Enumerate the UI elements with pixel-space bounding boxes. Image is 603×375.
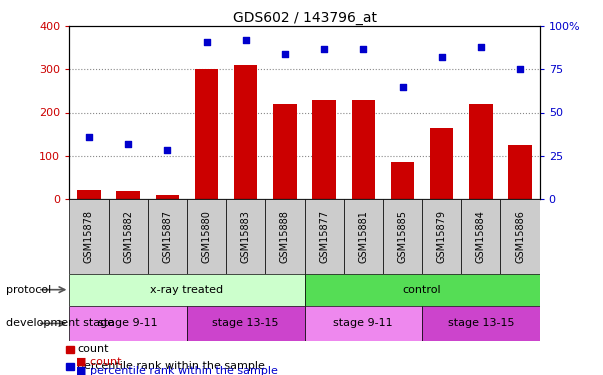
Text: GSM15888: GSM15888 xyxy=(280,210,290,262)
Text: GSM15885: GSM15885 xyxy=(397,210,408,263)
FancyBboxPatch shape xyxy=(383,199,422,274)
Text: GSM15877: GSM15877 xyxy=(319,210,329,263)
Point xyxy=(320,46,329,52)
Point xyxy=(201,39,212,45)
Text: GSM15886: GSM15886 xyxy=(515,210,525,262)
Title: GDS602 / 143796_at: GDS602 / 143796_at xyxy=(233,11,376,25)
FancyBboxPatch shape xyxy=(422,199,461,274)
FancyBboxPatch shape xyxy=(305,306,422,341)
Text: ■ count: ■ count xyxy=(69,357,122,367)
Point xyxy=(241,37,251,43)
FancyBboxPatch shape xyxy=(109,199,148,274)
Bar xyxy=(234,65,257,199)
Bar xyxy=(508,145,532,199)
Bar xyxy=(116,191,140,199)
FancyBboxPatch shape xyxy=(226,199,265,274)
Bar xyxy=(66,346,74,353)
Text: stage 13-15: stage 13-15 xyxy=(447,318,514,328)
Text: stage 13-15: stage 13-15 xyxy=(212,318,279,328)
Point xyxy=(123,141,133,147)
Bar xyxy=(66,363,74,370)
Point xyxy=(398,84,408,90)
Text: GSM15881: GSM15881 xyxy=(358,210,368,262)
Point xyxy=(162,147,172,153)
FancyBboxPatch shape xyxy=(69,306,187,341)
Bar xyxy=(430,128,453,199)
Point xyxy=(84,134,94,140)
Point xyxy=(476,44,486,50)
FancyBboxPatch shape xyxy=(461,199,500,274)
FancyBboxPatch shape xyxy=(69,199,109,274)
Text: GSM15878: GSM15878 xyxy=(84,210,94,263)
Bar xyxy=(352,100,375,199)
Point xyxy=(515,66,525,72)
Bar xyxy=(77,190,101,199)
Text: GSM15879: GSM15879 xyxy=(437,210,447,263)
FancyBboxPatch shape xyxy=(69,274,305,306)
FancyBboxPatch shape xyxy=(187,306,305,341)
Text: ■ percentile rank within the sample: ■ percentile rank within the sample xyxy=(69,366,278,375)
Bar xyxy=(469,104,493,199)
Point xyxy=(358,46,368,52)
Text: development stage: development stage xyxy=(6,318,114,328)
Text: x-ray treated: x-ray treated xyxy=(150,285,224,295)
FancyBboxPatch shape xyxy=(305,199,344,274)
Text: percentile rank within the sample: percentile rank within the sample xyxy=(77,361,265,371)
Text: GSM15883: GSM15883 xyxy=(241,210,251,262)
FancyBboxPatch shape xyxy=(344,199,383,274)
FancyBboxPatch shape xyxy=(187,199,226,274)
Text: stage 9-11: stage 9-11 xyxy=(333,318,393,328)
FancyBboxPatch shape xyxy=(265,199,305,274)
Point xyxy=(280,51,290,57)
FancyBboxPatch shape xyxy=(500,199,540,274)
Text: protocol: protocol xyxy=(6,285,51,295)
Text: GSM15880: GSM15880 xyxy=(201,210,212,262)
Text: GSM15882: GSM15882 xyxy=(123,210,133,263)
Text: GSM15884: GSM15884 xyxy=(476,210,486,262)
Text: control: control xyxy=(403,285,441,295)
Bar xyxy=(312,100,336,199)
Bar xyxy=(195,69,218,199)
Text: GSM15887: GSM15887 xyxy=(162,210,172,263)
FancyBboxPatch shape xyxy=(148,199,187,274)
FancyBboxPatch shape xyxy=(305,274,540,306)
FancyBboxPatch shape xyxy=(422,306,540,341)
Text: stage 9-11: stage 9-11 xyxy=(98,318,158,328)
Bar xyxy=(391,162,414,199)
Bar xyxy=(273,104,297,199)
Bar xyxy=(156,195,179,199)
Text: count: count xyxy=(77,344,109,354)
Point xyxy=(437,54,446,60)
